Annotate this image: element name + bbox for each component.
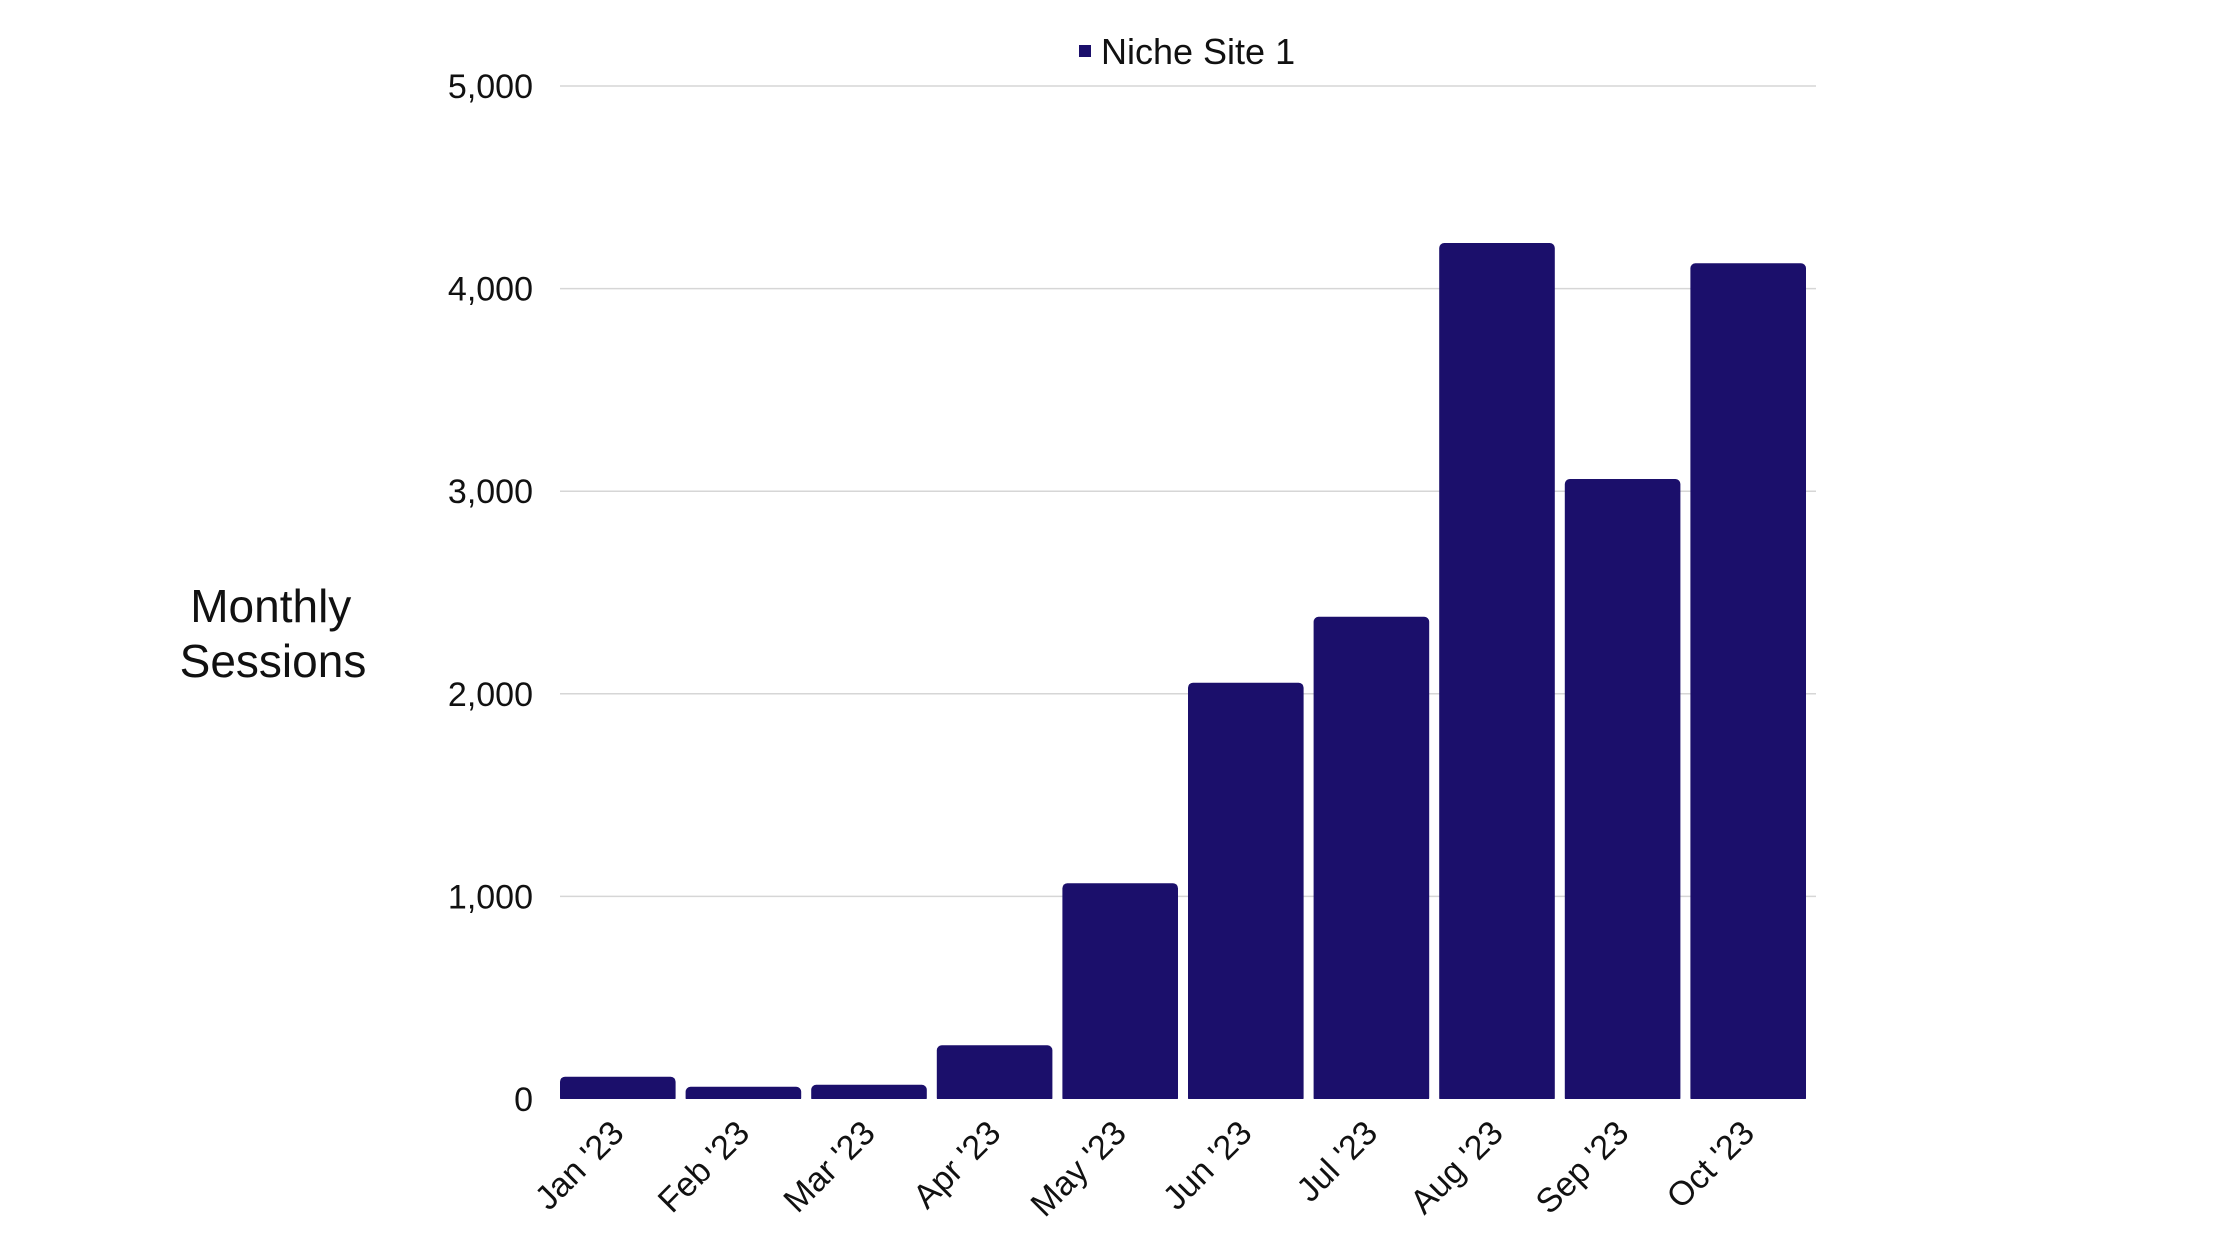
y-tick-label: 5,000 (448, 68, 533, 106)
x-tick-label: Oct '23 (1660, 1114, 1762, 1216)
x-tick-label: Sep '23 (1529, 1114, 1637, 1222)
bar (1690, 263, 1806, 1103)
bar (560, 1076, 676, 1103)
bar (936, 1045, 1053, 1103)
y-tick-label: 1,000 (448, 878, 533, 916)
x-tick-label: Aug '23 (1403, 1114, 1511, 1222)
x-tick-label: Jan '23 (528, 1114, 632, 1218)
x-tick-label: May '23 (1024, 1114, 1134, 1224)
bar (1313, 616, 1430, 1103)
bar (1564, 479, 1681, 1103)
y-tick-label: 4,000 (448, 271, 533, 309)
bars (555, 243, 1821, 1107)
bar (1188, 682, 1304, 1103)
x-tick-label: Jun '23 (1156, 1114, 1260, 1218)
bar (1439, 243, 1555, 1103)
bar (1062, 883, 1178, 1103)
x-tick-label: Jul '23 (1289, 1114, 1385, 1210)
y-axis-label-line-2: Sessions (180, 635, 367, 687)
x-tick-label: Mar '23 (776, 1114, 882, 1220)
y-tick-label: 3,000 (448, 473, 533, 511)
bar (685, 1086, 802, 1103)
y-axis-label-line-1: Monthly (190, 580, 351, 632)
bar (811, 1084, 927, 1103)
x-tick-label: Apr '23 (906, 1114, 1008, 1216)
legend-label: Niche Site 1 (1101, 31, 1295, 72)
x-tick-label: Feb '23 (651, 1114, 757, 1220)
y-tick-label: 0 (514, 1081, 533, 1119)
y-axis-label: Monthly Sessions (180, 580, 367, 687)
y-axis-ticks: 0 1,000 2,000 3,000 4,000 5,000 (448, 68, 533, 1119)
legend: Niche Site 1 (1079, 31, 1295, 72)
y-tick-label: 2,000 (448, 676, 533, 714)
baseline-mask (555, 1099, 1821, 1107)
legend-swatch (1079, 45, 1091, 57)
x-axis-ticks: Jan '23 Feb '23 Mar '23 Apr '23 May '23 Jun '… (528, 1114, 1762, 1224)
